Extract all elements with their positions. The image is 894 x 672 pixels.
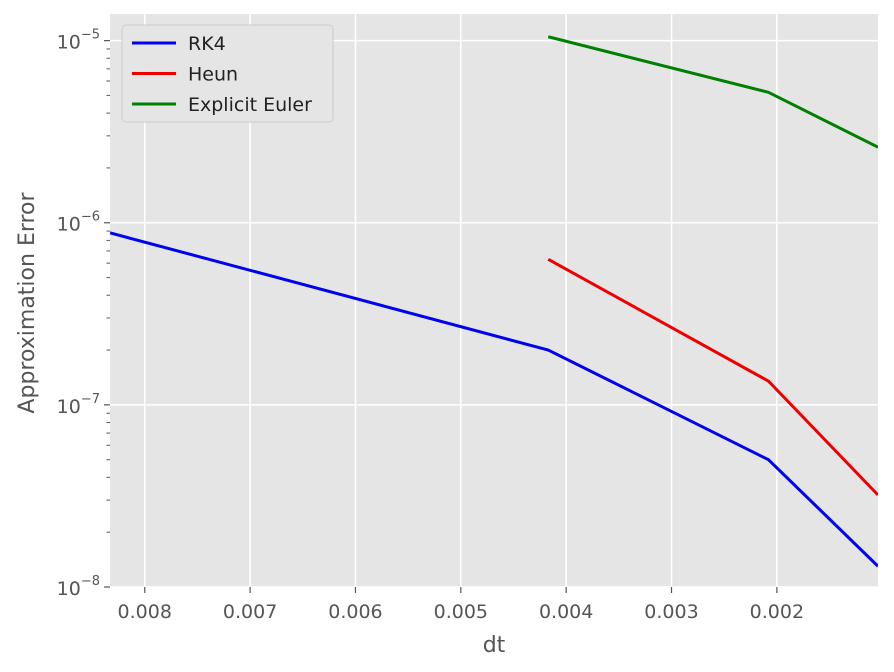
y-tick-base: 10 <box>57 578 81 600</box>
x-tick-labels: 0.008 0.007 0.006 0.005 0.004 0.003 0.002 <box>118 587 804 623</box>
y-minor-ticks <box>106 48 110 533</box>
legend-box <box>121 24 334 123</box>
x-tick-label: 0.005 <box>434 601 488 623</box>
y-tick-exponent: −5 <box>81 28 100 43</box>
y-tick-label: 10−5 <box>57 28 100 54</box>
y-axis-label: Approximation Error <box>15 191 40 413</box>
x-tick-label: 0.003 <box>644 601 698 623</box>
x-tick-label: 0.006 <box>328 601 382 623</box>
y-tick-exponent: −7 <box>81 392 100 407</box>
y-tick-label: 10−7 <box>57 392 100 418</box>
legend-label-heun: Heun <box>188 64 238 86</box>
legend-label-rk4: RK4 <box>188 33 226 55</box>
y-tick-labels: 10−510−610−710−8 <box>57 28 110 600</box>
y-tick-label: 10−6 <box>57 210 100 236</box>
y-tick-base: 10 <box>57 32 81 54</box>
series-lines <box>110 35 878 568</box>
series-line-explicit-euler <box>547 35 878 149</box>
x-tick-label: 0.004 <box>539 601 593 623</box>
y-tick-base: 10 <box>57 396 81 418</box>
x-tick-label: 0.008 <box>118 601 172 623</box>
y-tick-exponent: −6 <box>81 210 100 225</box>
series-line-rk4 <box>110 231 878 568</box>
y-tick-exponent: −8 <box>81 574 100 589</box>
legend: RK4 Heun Explicit Euler <box>121 24 334 123</box>
x-tick-label: 0.007 <box>223 601 277 623</box>
series-line-heun <box>547 257 878 497</box>
legend-label-explicit-euler: Explicit Euler <box>188 94 312 116</box>
y-tick-base: 10 <box>57 214 81 236</box>
x-axis-label: dt <box>483 633 506 658</box>
y-tick-label: 10−8 <box>57 574 100 600</box>
x-tick-label: 0.002 <box>750 601 804 623</box>
